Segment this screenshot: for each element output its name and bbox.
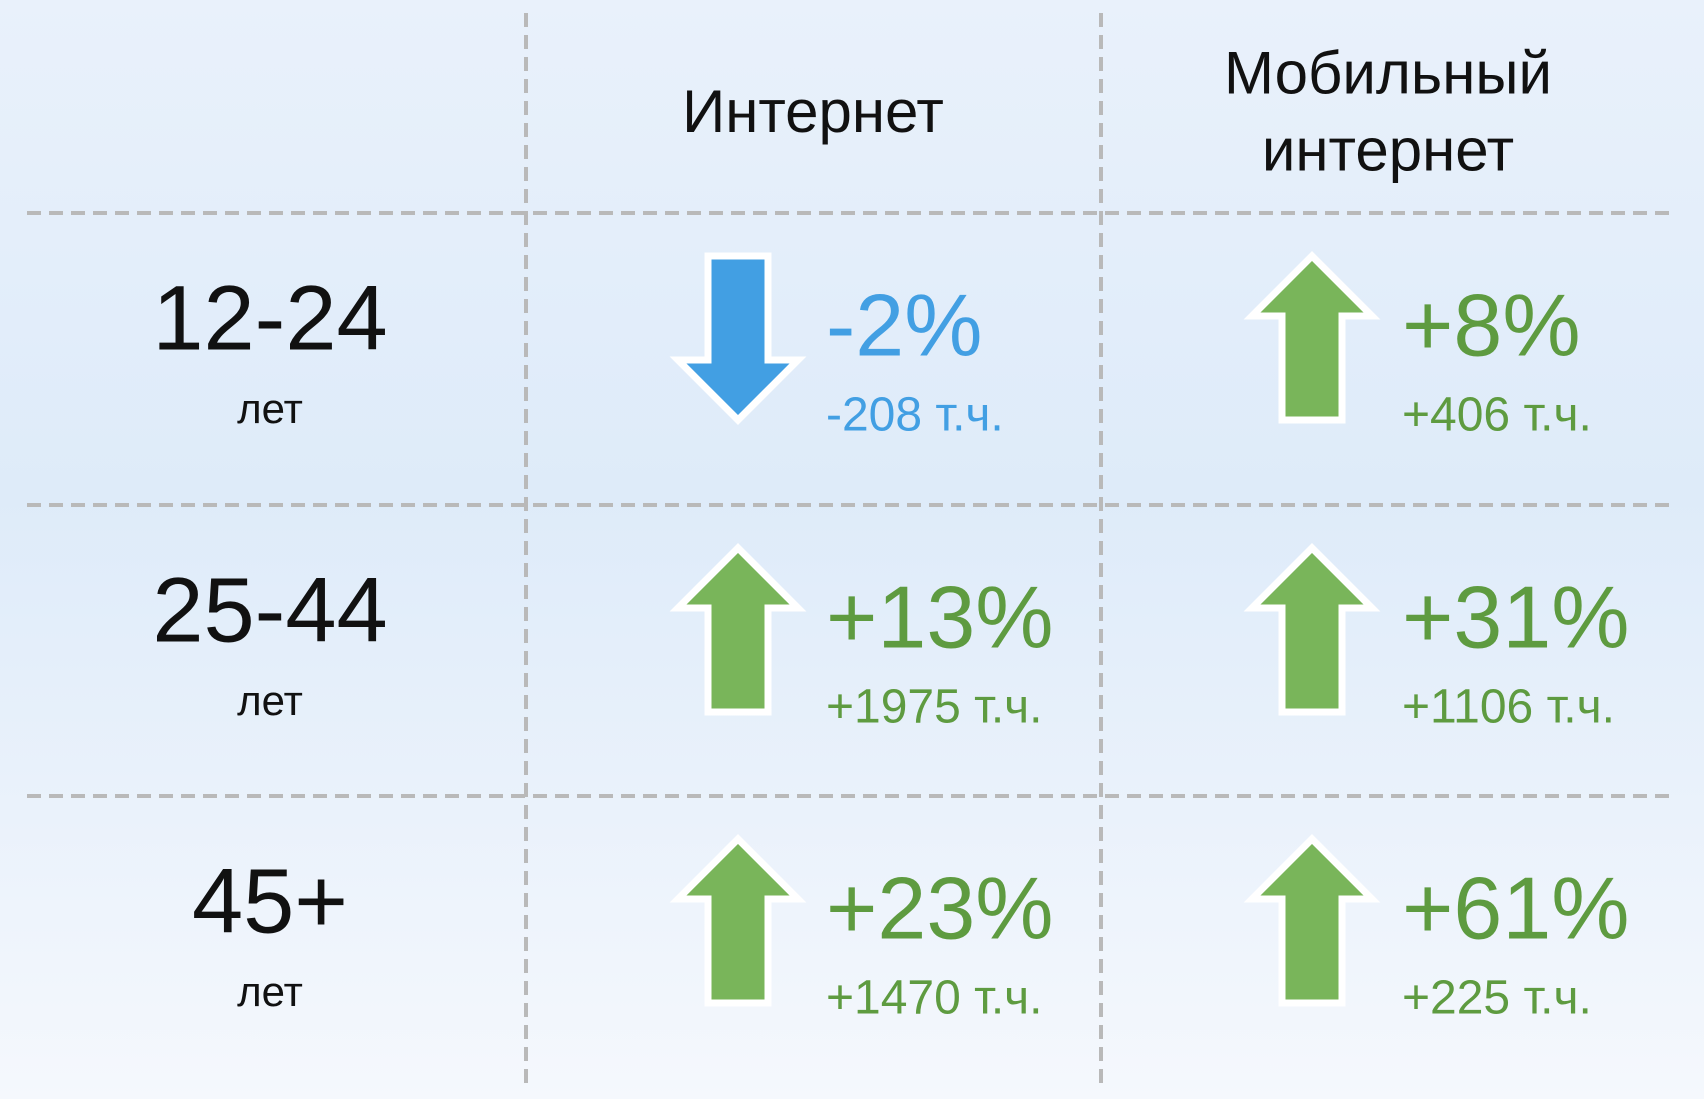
percent-change: +31% xyxy=(1402,567,1630,666)
amount-change: +225 т.ч. xyxy=(1402,972,1592,1025)
amount-change: +1975 т.ч. xyxy=(826,681,1043,734)
percent-change: -2% xyxy=(826,275,983,374)
arrow-up xyxy=(669,543,807,716)
amount-change: +406 т.ч. xyxy=(1402,389,1592,442)
arrow-up xyxy=(1243,834,1381,1007)
arrow-up xyxy=(1243,251,1381,424)
amount-change: +1470 т.ч. xyxy=(826,972,1043,1025)
arrow-down xyxy=(669,252,807,425)
column-header: интернет xyxy=(1262,116,1514,183)
amount-change: +1106 т.ч. xyxy=(1402,681,1615,734)
percent-change: +61% xyxy=(1402,858,1630,957)
percent-change: +13% xyxy=(826,567,1054,666)
age-group: 12-24 xyxy=(152,267,387,369)
age-group: 45+ xyxy=(192,850,348,952)
age-unit: лет xyxy=(237,677,303,724)
percent-change: +8% xyxy=(1402,275,1581,374)
age-group: 25-44 xyxy=(152,559,387,661)
percent-change: +23% xyxy=(826,858,1054,957)
arrow-up xyxy=(669,834,807,1007)
age-unit: лет xyxy=(237,968,303,1015)
amount-change: -208 т.ч. xyxy=(826,389,1004,442)
column-header: Интернет xyxy=(682,78,944,145)
age-unit: лет xyxy=(237,385,303,432)
column-header: Мобильный xyxy=(1224,39,1552,106)
arrow-up xyxy=(1243,543,1381,716)
